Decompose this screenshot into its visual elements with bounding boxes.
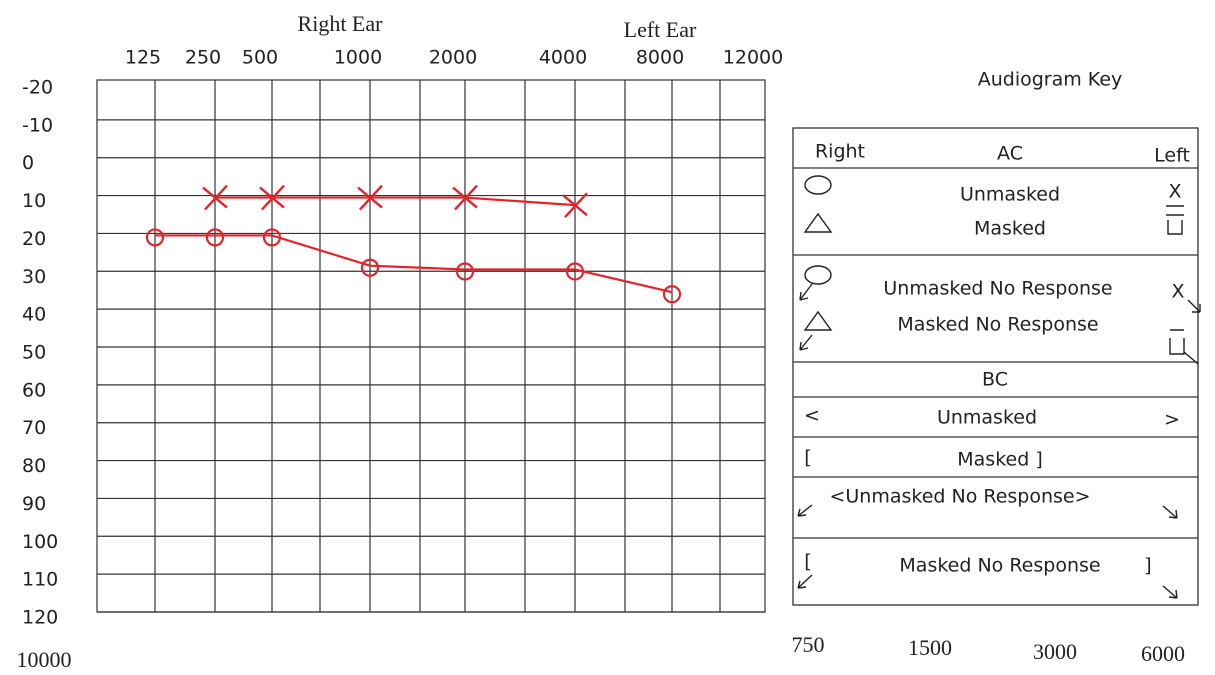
marker-o bbox=[360, 258, 380, 277]
key-title: Audiogram Key bbox=[978, 69, 1123, 91]
key-text: Masked No Response bbox=[899, 555, 1100, 577]
y-tick-label: -20 bbox=[22, 77, 53, 99]
y-tick-label: 60 bbox=[22, 379, 46, 401]
y-tick-label: 80 bbox=[22, 455, 46, 477]
key-border bbox=[792, 127, 1199, 606]
x-tick-label: 1000 bbox=[334, 47, 382, 69]
x-tick-label: 250 bbox=[185, 47, 221, 69]
y-tick-label: 0 bbox=[22, 152, 34, 174]
y-tick-label: 10 bbox=[22, 190, 46, 212]
series-line bbox=[155, 234, 673, 294]
key-symbol bbox=[803, 212, 833, 233]
key-text: Masked No Response bbox=[897, 314, 1098, 336]
marker-x bbox=[357, 184, 383, 211]
key-text: < bbox=[804, 405, 820, 427]
key-text: BC bbox=[982, 369, 1008, 391]
marker-o bbox=[145, 228, 165, 247]
key-symbol bbox=[799, 334, 813, 351]
y-tick-label: 20 bbox=[22, 228, 46, 250]
y-tick-label: 110 bbox=[22, 569, 58, 591]
marker-o bbox=[205, 228, 225, 247]
key-symbol bbox=[797, 574, 813, 589]
key-text: AC bbox=[997, 143, 1023, 165]
key-text: Unmasked bbox=[960, 184, 1060, 206]
y-tick-label: 120 bbox=[22, 607, 58, 629]
key-text: [ bbox=[804, 551, 811, 573]
key-symbol bbox=[1162, 505, 1178, 519]
key-text: Left bbox=[1154, 145, 1190, 167]
y-tick-label: -10 bbox=[22, 114, 53, 136]
key-symbol bbox=[799, 283, 813, 301]
key-text: Unmasked No Response bbox=[883, 278, 1112, 300]
key-text: Right bbox=[815, 141, 865, 163]
key-symbol bbox=[1169, 329, 1199, 365]
key-text: Masked bbox=[974, 218, 1046, 240]
y-tick-label: 40 bbox=[22, 304, 46, 326]
series-label: Left Ear bbox=[624, 17, 697, 42]
key-symbol bbox=[804, 175, 832, 195]
x-tick-label: 2000 bbox=[429, 47, 477, 69]
key-text: <Unmasked No Response> bbox=[829, 486, 1090, 508]
key-symbol bbox=[803, 310, 833, 331]
marker-x bbox=[562, 192, 588, 218]
y-tick-label: 30 bbox=[22, 266, 46, 288]
x-tick-label: 125 bbox=[125, 47, 161, 69]
x-tick-label: 500 bbox=[242, 47, 278, 69]
key-symbol bbox=[1166, 205, 1184, 235]
marker-o bbox=[262, 228, 282, 247]
y-tick-label: 50 bbox=[22, 342, 46, 364]
marker-o bbox=[662, 285, 682, 304]
key: Right AC Left Unmasked Masked X Unmasked… bbox=[792, 127, 1201, 606]
x-tick-label: 12000 bbox=[723, 47, 783, 69]
key-text: [ bbox=[804, 447, 811, 469]
marker-x bbox=[259, 184, 285, 211]
plot-border bbox=[96, 79, 766, 613]
key-text: ] bbox=[1144, 555, 1151, 577]
marker-x bbox=[452, 184, 478, 211]
annotation: 3000 bbox=[1033, 639, 1077, 664]
annotation: 1500 bbox=[908, 635, 952, 660]
marker-o bbox=[565, 262, 585, 281]
key-symbol bbox=[1162, 585, 1178, 599]
y-tick-label: 100 bbox=[22, 531, 58, 553]
key-text: X bbox=[1168, 181, 1181, 203]
key-text: Masked ] bbox=[957, 449, 1042, 471]
key-text: Unmasked bbox=[937, 407, 1037, 429]
key-text: > bbox=[1164, 409, 1180, 431]
key-symbol bbox=[804, 265, 832, 285]
annotation: 10000 bbox=[17, 647, 72, 672]
annotation: 6000 bbox=[1141, 641, 1185, 666]
x-tick-label: 4000 bbox=[539, 47, 587, 69]
marker-o bbox=[455, 262, 475, 281]
marker-x bbox=[202, 184, 228, 211]
series-label: Right Ear bbox=[298, 11, 384, 36]
key-symbol bbox=[797, 504, 813, 517]
key-symbol bbox=[1187, 299, 1201, 313]
y-tick-label: 70 bbox=[22, 417, 46, 439]
key-text: X bbox=[1171, 281, 1184, 303]
annotation: 750 bbox=[792, 632, 825, 657]
y-tick-label: 90 bbox=[22, 493, 46, 515]
x-tick-label: 8000 bbox=[636, 47, 684, 69]
